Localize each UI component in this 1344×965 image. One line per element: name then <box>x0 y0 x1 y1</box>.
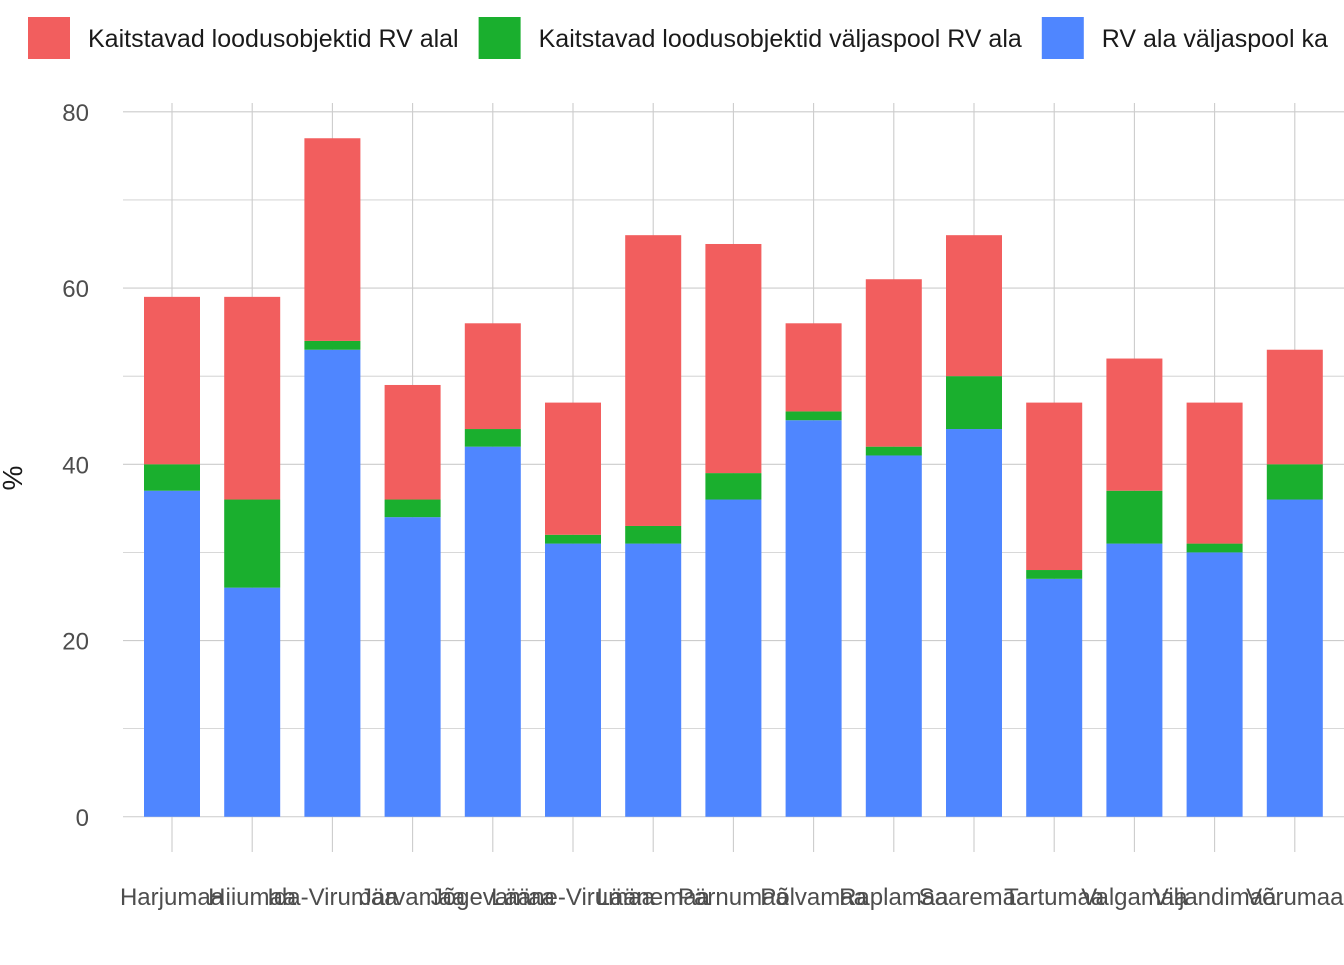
x-tick-label: Valgamaa <box>1081 884 1188 911</box>
x-tick-label: Järvamaa <box>360 884 466 911</box>
legend: Kaitstavad loodusobjektid RV alal Kaitsta… <box>28 17 1328 59</box>
bar-segment <box>384 384 441 500</box>
bar-segment <box>144 296 200 465</box>
bar-segment <box>785 411 842 421</box>
bar-segment <box>705 243 762 474</box>
bar-segment <box>785 323 842 412</box>
x-tick-label: Hiiumaa <box>208 884 297 911</box>
bar-segment <box>304 138 361 341</box>
bar-segment <box>224 499 281 588</box>
y-tick-label: 0 <box>76 805 89 832</box>
bar-segment <box>946 429 1002 817</box>
y-tick-label: 60 <box>62 276 89 303</box>
x-tick-label: Läänemaa <box>596 884 710 911</box>
bar-segment <box>384 517 441 817</box>
bar-segment <box>946 376 1002 430</box>
bar-segment <box>865 455 922 817</box>
bar-segment <box>144 490 200 817</box>
x-tick-label: Lääne-Virumaa <box>491 884 655 911</box>
x-tick-label: Ida-Virumaa <box>267 884 398 911</box>
bar-segment <box>1186 402 1243 544</box>
legend-swatch <box>28 17 70 59</box>
y-tick-label: 80 <box>62 100 89 127</box>
legend-label: RV ala väljaspool ka <box>1102 25 1328 53</box>
bar-segment <box>1186 543 1243 553</box>
bars <box>144 138 1323 817</box>
legend-label: Kaitstavad loodusobjektid väljaspool RV … <box>539 25 1022 53</box>
bar-segment <box>1266 464 1323 500</box>
bar-segment <box>304 349 361 817</box>
bar-segment <box>464 429 521 447</box>
x-tick-label: Pärnumaa <box>678 884 789 911</box>
bar-segment <box>785 420 842 817</box>
bar-segment <box>625 235 682 526</box>
bar-segment <box>625 525 682 544</box>
legend-swatch <box>1041 17 1084 59</box>
x-tick-label: Tartumaa <box>1004 884 1105 911</box>
bar-segment <box>625 543 682 817</box>
bar-segment <box>1026 570 1083 579</box>
bar-segment <box>545 534 601 544</box>
bar-segment <box>304 340 361 350</box>
x-tick-label: Põlvamaa <box>760 884 867 911</box>
bar-segment <box>1266 349 1323 465</box>
bar-segment <box>1266 499 1323 817</box>
bar-segment <box>865 279 922 447</box>
y-tick-label: 40 <box>62 452 89 479</box>
y-tick-label: 20 <box>62 629 89 656</box>
bar-segment <box>464 446 521 817</box>
bar-segment <box>384 499 441 518</box>
bar-segment <box>1106 358 1163 491</box>
bar-segment <box>144 464 200 491</box>
x-tick-label: Jõgevamaa <box>431 884 556 911</box>
legend-swatch <box>478 17 521 59</box>
bar-segment <box>705 499 762 817</box>
x-tick-label: Raplamaa <box>839 884 949 911</box>
bar-segment <box>1106 490 1163 544</box>
bar-segment <box>1026 578 1083 817</box>
bar-segment <box>224 296 281 500</box>
x-tick-label: Harjumaa <box>120 884 225 911</box>
x-axis: HarjumaaHiiumaaIda-VirumaaJärvamaaJõgeva… <box>120 884 1344 911</box>
bar-segment <box>865 446 922 456</box>
legend-label: Kaitstavad loodusobjektid RV alal <box>88 25 459 53</box>
bar-segment <box>224 587 281 817</box>
y-axis-title: % <box>0 466 28 491</box>
x-tick-label: Viljandimaa <box>1153 884 1277 911</box>
bar-segment <box>705 473 762 500</box>
bar-segment <box>946 235 1002 377</box>
y-axis: 0 20 40 60 80 <box>62 100 89 832</box>
bar-segment <box>464 323 521 430</box>
bar-segment <box>1026 402 1083 571</box>
x-tick-label: Saaremaa <box>919 884 1030 911</box>
bar-segment <box>545 402 601 535</box>
bar-segment <box>1106 543 1163 817</box>
bar-segment <box>545 543 601 817</box>
bar-segment <box>1186 552 1243 817</box>
x-tick-label: Võrumaa <box>1246 884 1344 911</box>
